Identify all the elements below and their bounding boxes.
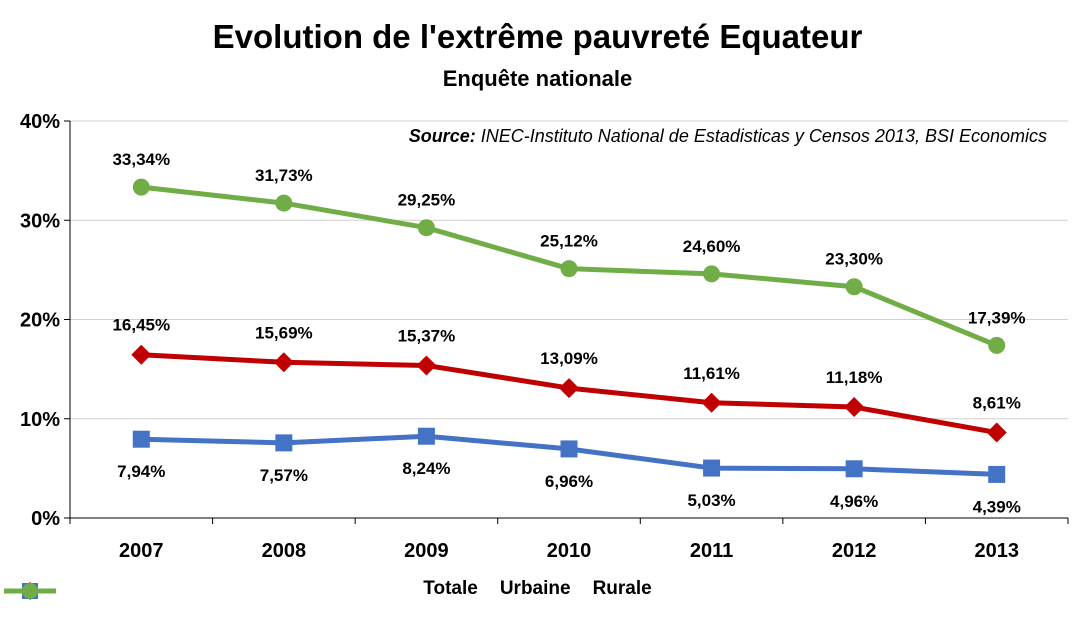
legend-item-rurale: Rurale [4, 578, 652, 600]
data-point-rurale [988, 336, 1006, 354]
source-note: Source: INEC-Instituto National de Estad… [409, 126, 1047, 147]
data-point-totale [986, 422, 1007, 443]
data-label-rurale: 23,30% [825, 250, 883, 269]
legend-swatch [4, 583, 56, 599]
chart-title: Evolution de l'extrême pauvreté Equateur [212, 18, 863, 55]
x-tick-label: 2007 [119, 540, 164, 562]
x-tick-label: 2012 [832, 540, 877, 562]
legend-label: Totale [423, 578, 478, 599]
data-label-rurale: 29,25% [398, 191, 456, 210]
data-label-urbaine: 8,24% [402, 459, 450, 478]
data-point-urbaine [132, 430, 150, 448]
x-tick-label: 2011 [690, 540, 733, 562]
data-point-rurale [417, 219, 435, 237]
data-label-totale: 15,37% [398, 326, 456, 345]
legend-label: Urbaine [499, 578, 571, 599]
data-point-totale [844, 397, 865, 418]
y-tick-label: 10% [20, 409, 60, 431]
y-tick-label: 30% [20, 210, 60, 232]
x-tick-label: 2009 [404, 540, 449, 562]
data-point-rurale [560, 260, 578, 278]
data-point-urbaine [988, 465, 1006, 483]
y-tick-label: 40% [20, 111, 60, 133]
x-tick-label: 2008 [262, 540, 307, 562]
data-label-urbaine: 4,96% [830, 492, 878, 511]
legend-label: Rurale [592, 578, 652, 599]
data-label-urbaine: 4,39% [973, 497, 1021, 516]
data-point-totale [131, 344, 152, 365]
data-point-rurale [703, 265, 721, 283]
data-label-urbaine: 5,03% [687, 491, 735, 510]
source-label: Source: [408, 126, 476, 146]
data-label-totale: 8,61% [973, 394, 1021, 413]
legend-marker [22, 583, 38, 599]
data-point-urbaine [560, 440, 578, 458]
data-point-urbaine [703, 459, 721, 477]
data-label-rurale: 31,73% [255, 166, 313, 185]
y-tick-label: 20% [20, 310, 60, 332]
data-label-totale: 13,09% [540, 349, 598, 368]
data-point-totale [416, 355, 437, 376]
data-label-urbaine: 7,94% [117, 462, 165, 481]
data-point-urbaine [845, 460, 863, 478]
data-label-totale: 16,45% [112, 316, 170, 335]
source-text: INEC-Instituto National de Estadisticas … [480, 126, 1047, 146]
y-tick-label: 0% [31, 508, 60, 530]
data-label-urbaine: 7,57% [260, 466, 308, 485]
data-label-totale: 11,61% [683, 364, 740, 383]
data-point-rurale [275, 194, 293, 212]
data-point-totale [701, 392, 722, 413]
data-point-totale [273, 352, 294, 373]
data-label-rurale: 24,60% [683, 237, 741, 256]
data-point-urbaine [417, 427, 435, 445]
x-tick-label: 2013 [974, 540, 1019, 562]
data-label-urbaine: 6,96% [545, 472, 593, 491]
x-tick-label: 2010 [547, 540, 592, 562]
data-label-totale: 11,18% [826, 368, 883, 387]
legend-item-totale: Totale [4, 578, 478, 600]
legend: Totale Urbaine Rurale [0, 578, 1075, 600]
data-point-rurale [845, 278, 863, 296]
data-label-rurale: 17,39% [968, 308, 1026, 327]
data-point-rurale [132, 178, 150, 196]
chart-subtitle: Enquête nationale [442, 66, 633, 91]
legend-item-urbaine: Urbaine [4, 578, 571, 600]
data-point-totale [559, 378, 579, 399]
data-label-rurale: 33,34% [112, 150, 170, 169]
data-label-rurale: 25,12% [540, 232, 598, 251]
data-point-urbaine [275, 434, 293, 452]
data-label-totale: 15,69% [255, 323, 313, 342]
